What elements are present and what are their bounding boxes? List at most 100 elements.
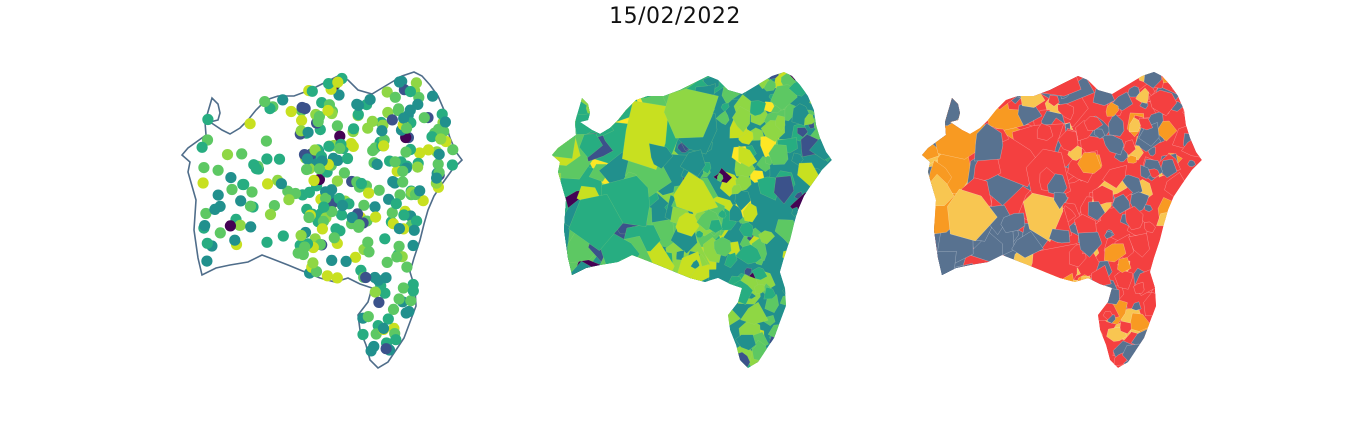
municipality-point xyxy=(268,200,280,212)
municipality-polygon xyxy=(942,271,980,304)
municipality-point xyxy=(432,158,444,170)
municipality-polygon xyxy=(1187,115,1202,140)
municipality-polygon xyxy=(1188,72,1202,87)
municipality-polygon xyxy=(1197,336,1202,348)
municipality-polygon xyxy=(986,351,1014,368)
municipality-polygon xyxy=(601,332,649,368)
municipality-polygon xyxy=(621,255,649,287)
municipality-polygon xyxy=(1145,362,1156,368)
municipality-polygon xyxy=(1001,304,1039,344)
municipality-polygon xyxy=(819,243,832,268)
municipality-point xyxy=(320,192,332,204)
municipality-polygon xyxy=(717,209,727,219)
municipality-polygon xyxy=(1011,231,1044,259)
municipality-polygon xyxy=(809,200,823,211)
municipality-polygon xyxy=(935,80,980,105)
municipality-polygon xyxy=(810,87,832,114)
municipality-polygon xyxy=(706,316,716,326)
municipality-polygon xyxy=(982,354,1004,368)
municipality-polygon xyxy=(1062,278,1082,299)
municipality-point xyxy=(224,220,236,232)
municipality-polygon xyxy=(813,72,832,91)
municipality-point xyxy=(303,186,315,198)
municipality-polygon xyxy=(594,72,660,104)
municipality-polygon xyxy=(1104,243,1127,263)
municipality-point xyxy=(368,340,380,353)
municipality-polygon xyxy=(1145,330,1158,341)
municipality-polygon xyxy=(1113,76,1122,88)
municipality-point xyxy=(407,239,419,252)
municipality-point xyxy=(334,142,346,154)
municipality-polygon xyxy=(1057,103,1074,121)
municipality-polygon xyxy=(782,273,808,303)
municipality-point xyxy=(398,209,410,221)
municipality-point xyxy=(411,215,423,227)
municipality-point xyxy=(221,149,234,161)
municipality-polygon xyxy=(675,212,700,237)
municipality-point xyxy=(333,89,345,101)
municipality-polygon xyxy=(1147,146,1156,157)
municipality-polygon xyxy=(1163,244,1183,263)
municipality-polygon xyxy=(614,72,655,98)
municipality-polygon xyxy=(1190,313,1202,332)
municipality-point xyxy=(401,261,413,273)
municipality-polygon xyxy=(1135,87,1149,104)
municipality-polygon xyxy=(667,342,697,368)
municipality-polygon xyxy=(790,350,814,368)
municipality-polygon xyxy=(1165,290,1183,308)
municipality-polygon xyxy=(620,72,663,99)
municipality-polygon xyxy=(724,252,738,269)
municipality-polygon xyxy=(922,267,961,312)
municipality-point xyxy=(316,223,328,235)
municipality-polygon xyxy=(1186,100,1198,112)
municipality-polygon xyxy=(934,348,964,368)
municipality-polygon xyxy=(677,292,699,314)
municipality-polygon xyxy=(1093,128,1106,140)
municipality-polygon xyxy=(623,337,647,367)
municipality-polygon xyxy=(924,268,987,328)
municipality-point xyxy=(378,140,390,152)
municipality-polygon xyxy=(959,335,983,362)
municipality-point xyxy=(341,152,354,165)
municipality-polygon xyxy=(1133,281,1145,294)
municipality-polygon xyxy=(666,340,698,368)
municipality-polygon xyxy=(982,303,1027,343)
municipality-polygon xyxy=(1114,269,1133,290)
municipality-polygon xyxy=(775,115,786,132)
municipality-polygon xyxy=(1049,291,1075,313)
municipality-polygon xyxy=(597,335,653,368)
municipality-point xyxy=(332,154,344,166)
municipality-point xyxy=(376,125,388,137)
municipality-polygon xyxy=(929,311,947,333)
municipality-polygon xyxy=(665,348,704,368)
municipality-polygon xyxy=(1177,188,1186,196)
municipality-polygon xyxy=(1144,221,1156,233)
choropleth-classes-panel xyxy=(922,72,1202,368)
municipality-polygon xyxy=(944,278,987,317)
municipality-polygon xyxy=(1128,117,1141,133)
municipality-point xyxy=(373,184,385,196)
municipality-polygon xyxy=(801,316,822,339)
municipality-polygon xyxy=(688,263,710,282)
municipality-polygon xyxy=(757,176,780,201)
municipality-polygon xyxy=(584,72,611,109)
municipality-polygon xyxy=(1069,325,1096,348)
municipality-polygon xyxy=(1195,115,1202,130)
municipality-point xyxy=(380,343,392,355)
municipality-polygon xyxy=(1108,112,1125,137)
municipality-polygon xyxy=(712,281,729,299)
municipality-polygon xyxy=(1186,326,1195,338)
municipality-polygon xyxy=(824,244,832,267)
municipality-point xyxy=(262,178,274,190)
municipality-polygon xyxy=(1173,232,1194,252)
municipality-point xyxy=(362,236,374,248)
municipality-polygon xyxy=(673,171,719,214)
municipality-polygon xyxy=(768,356,784,368)
municipality-polygon xyxy=(803,113,815,126)
municipality-point xyxy=(358,199,370,211)
municipality-point xyxy=(260,135,272,147)
municipality-point xyxy=(273,153,286,165)
municipality-point xyxy=(318,201,330,213)
municipality-point xyxy=(259,96,271,108)
municipality-point xyxy=(237,178,249,191)
